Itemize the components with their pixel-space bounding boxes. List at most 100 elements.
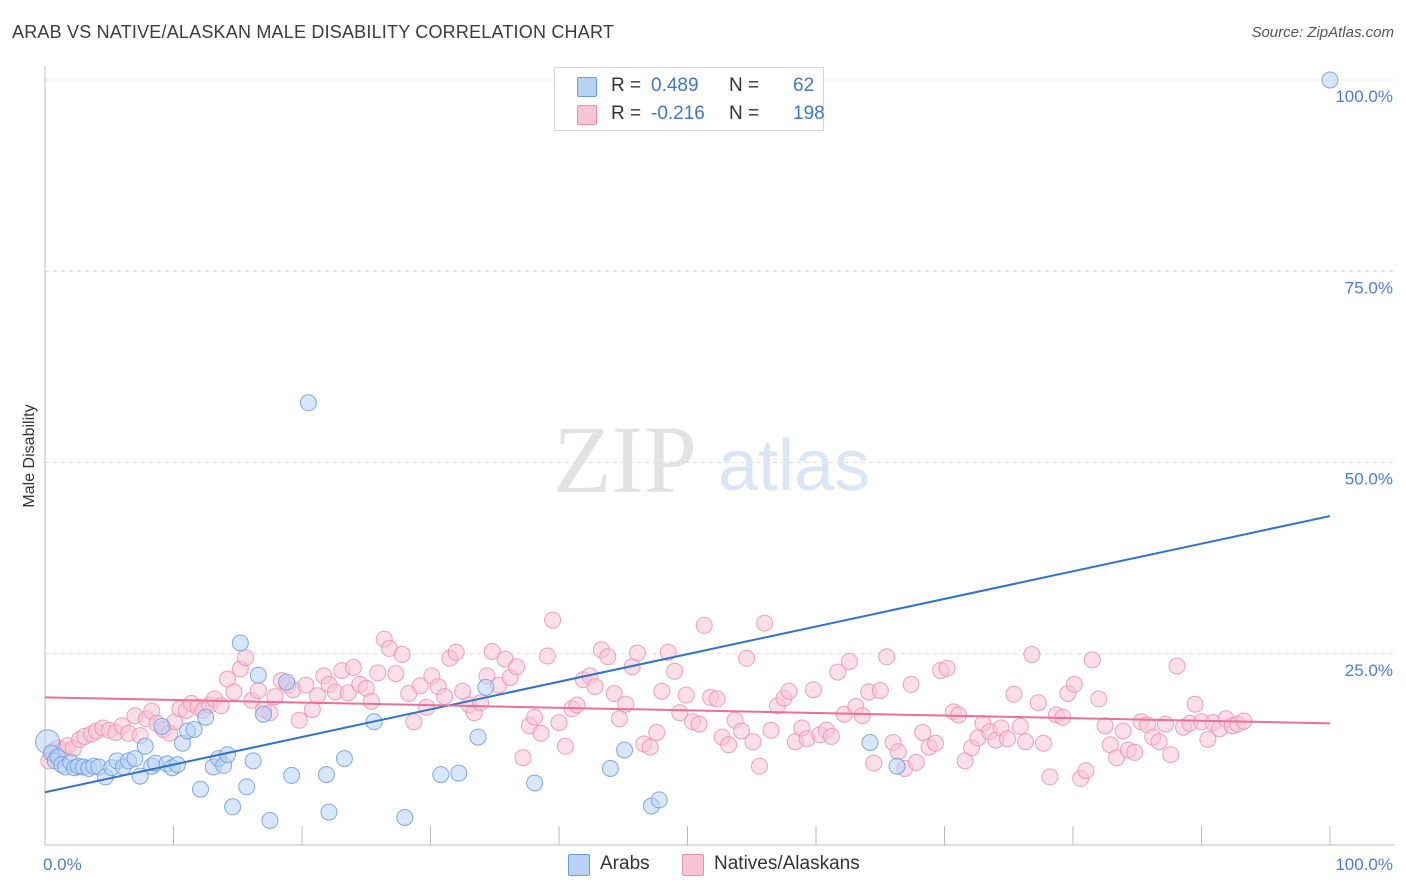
native-data-point (1017, 733, 1034, 751)
legend-n-label: N = (729, 103, 760, 124)
native-data-point (744, 733, 762, 751)
native-data-point (780, 682, 798, 700)
correlation-legend: R = 0.489 N = 62 R = -0.216 N = 198 (554, 67, 825, 131)
native-data-point (599, 648, 617, 666)
legend-r-value-arabs: 0.489 (651, 75, 699, 96)
native-data-point (659, 643, 677, 661)
native-data-point (914, 724, 932, 741)
legend-n-value-natives: 198 (793, 103, 825, 124)
arab-data-point (317, 766, 335, 784)
watermark: ZIP atlas (553, 406, 870, 513)
native-data-point (1126, 743, 1144, 761)
native-data-point (568, 696, 586, 714)
native-data-point (938, 659, 956, 677)
native-data-point (411, 677, 429, 695)
native-data-point (878, 648, 896, 666)
arab-data-point (255, 705, 272, 723)
arab-data-point (320, 803, 338, 821)
series-legend-label-arabs: Arabs (600, 853, 650, 874)
series-legend-swatch-natives (682, 854, 704, 876)
data-points (35, 71, 1339, 829)
arab-data-point (1321, 71, 1339, 89)
arab-data-point (888, 757, 906, 775)
gridlines (45, 79, 1395, 655)
chart-source: Source: ZipAtlas.com (1251, 24, 1394, 41)
y-axis-label: Male Disability (21, 404, 38, 507)
native-data-point (454, 682, 472, 700)
native-data-point (1199, 730, 1217, 748)
tick-labels: 25.0% 50.0% 75.0% 100.0% 0.0% 100.0% (43, 87, 1393, 874)
series-legend-label-natives: Natives/Alaskans (714, 853, 860, 874)
native-data-point (865, 754, 883, 772)
native-data-point (297, 676, 315, 694)
chart-title: ARAB VS NATIVE/ALASKAN MALE DISABILITY C… (12, 22, 615, 42)
arab-data-point (477, 678, 495, 696)
arab-data-point (249, 666, 267, 684)
native-data-point (840, 652, 858, 670)
arab-data-point (396, 809, 414, 826)
arab-data-point (197, 708, 215, 726)
native-data-point (249, 682, 267, 699)
arab-data-point (335, 750, 353, 768)
native-data-point (556, 737, 574, 755)
native-data-point (339, 684, 357, 702)
native-data-point (1114, 722, 1132, 740)
native-data-point (369, 664, 387, 682)
native-data-point (550, 714, 568, 732)
arab-data-point (526, 774, 544, 792)
arab-data-point (136, 737, 154, 755)
native-data-point (756, 614, 774, 632)
arab-data-point (244, 752, 262, 770)
native-data-point (418, 698, 436, 716)
arab-data-point (450, 764, 468, 782)
native-data-point (1077, 762, 1095, 780)
x-tick-label: 100.0% (1335, 855, 1393, 874)
arab-data-point (283, 766, 301, 784)
x-tick-label: 0.0% (43, 855, 82, 874)
arab-data-point (650, 791, 668, 809)
arab-data-point (469, 728, 487, 746)
native-data-point (853, 707, 871, 725)
series-legend-swatch-arabs (568, 854, 590, 876)
watermark-zip: ZIP (553, 406, 697, 513)
y-tick-label: 100.0% (1335, 87, 1393, 106)
native-data-point (762, 721, 780, 739)
native-data-point (829, 663, 847, 681)
native-data-point (237, 649, 254, 667)
native-data-point (586, 678, 604, 696)
native-data-point (514, 749, 532, 767)
native-data-point (1023, 646, 1041, 663)
native-data-point (290, 711, 308, 729)
native-data-point (483, 643, 501, 660)
native-data-point (344, 659, 362, 676)
native-data-point (405, 713, 423, 731)
arab-data-point (278, 673, 296, 691)
native-data-point (927, 734, 944, 752)
native-data-point (871, 682, 889, 699)
native-data-point (447, 643, 465, 661)
legend-r-label: R = (611, 75, 642, 96)
native-data-point (1029, 694, 1047, 712)
native-data-point (526, 708, 544, 726)
native-data-point (641, 738, 659, 756)
native-data-point (1150, 733, 1168, 751)
native-data-point (804, 681, 822, 699)
native-data-point (1168, 657, 1186, 675)
native-data-point (1034, 734, 1052, 752)
native-data-point (720, 736, 738, 754)
arab-data-point (192, 780, 209, 798)
native-data-point (690, 715, 708, 733)
native-data-point (508, 658, 526, 676)
native-data-point (544, 611, 562, 629)
native-data-point (1011, 717, 1029, 735)
native-data-point (1041, 768, 1059, 786)
axes (44, 66, 1395, 846)
native-data-point (1090, 690, 1108, 708)
trend-lines (44, 515, 1331, 794)
arab-data-point (238, 778, 256, 796)
native-data-point (628, 644, 646, 662)
y-tick-label: 75.0% (1345, 278, 1393, 297)
arab-data-point (185, 721, 203, 738)
arab-data-point (224, 798, 242, 816)
native-data-point (1157, 715, 1174, 733)
